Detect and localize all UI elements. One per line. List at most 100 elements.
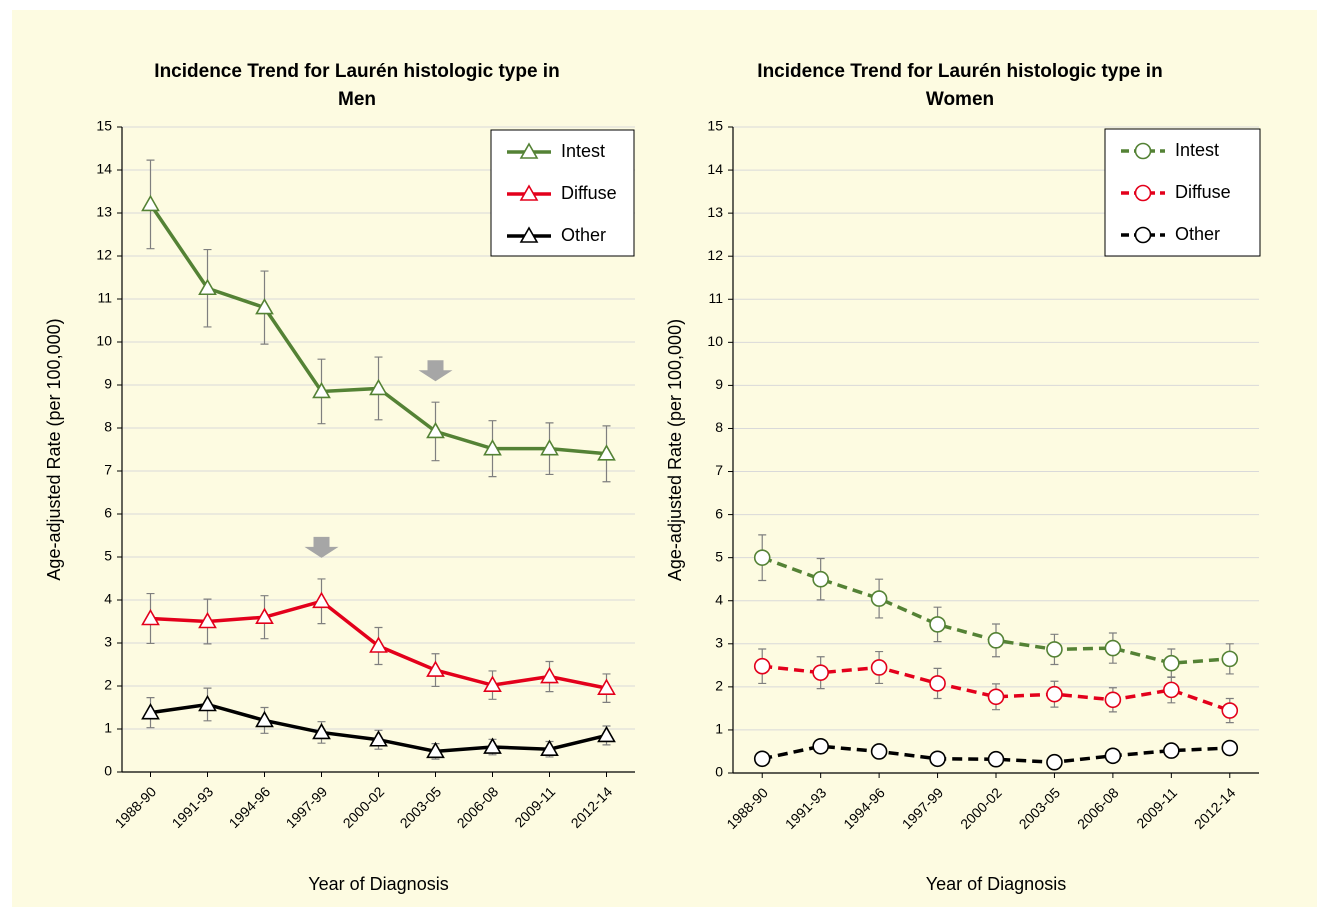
chart-title: Incidence Trend for Laurén histologic ty…	[154, 61, 559, 82]
chart-title: Women	[926, 89, 994, 110]
y-tick-label: 6	[104, 505, 112, 521]
y-tick-label: 13	[707, 204, 723, 220]
marker	[597, 725, 616, 743]
y-tick-label: 4	[715, 591, 723, 607]
x-axis-label: Year of Diagnosis	[308, 874, 448, 894]
marker	[987, 750, 1005, 768]
marker	[870, 743, 888, 760]
marker	[198, 611, 217, 629]
marker	[519, 142, 539, 159]
y-tick-label: 12	[96, 247, 112, 263]
y-tick-label: 10	[96, 333, 112, 349]
y-tick-label: 14	[96, 161, 112, 177]
marker	[1046, 641, 1063, 658]
y-tick-label: 10	[707, 333, 723, 349]
y-tick-label: 2	[104, 677, 112, 693]
arrow	[418, 360, 453, 382]
marker	[426, 741, 445, 759]
marker	[312, 381, 331, 399]
marker	[1046, 753, 1063, 771]
marker	[929, 750, 946, 768]
marker	[369, 730, 388, 747]
marker	[540, 739, 559, 757]
marker	[1221, 739, 1239, 757]
marker	[870, 659, 888, 676]
marker	[483, 439, 502, 456]
marker	[540, 439, 559, 456]
marker	[597, 444, 616, 461]
marker	[753, 750, 771, 768]
arrow	[304, 536, 339, 558]
marker	[312, 591, 331, 609]
marker	[812, 570, 829, 588]
marker	[1046, 685, 1063, 703]
y-tick-label: 7	[104, 462, 112, 478]
legend-label: Other	[561, 225, 606, 245]
marker	[812, 737, 829, 755]
y-tick-label: 8	[104, 419, 112, 435]
legend-label: Diffuse	[1175, 182, 1231, 202]
marker	[198, 694, 217, 712]
y-tick-label: 15	[96, 118, 112, 134]
marker	[426, 660, 445, 677]
marker	[597, 678, 616, 695]
y-tick-label: 12	[707, 247, 723, 263]
marker	[987, 688, 1005, 706]
marker	[1163, 742, 1180, 759]
marker	[255, 710, 274, 728]
marker	[540, 666, 559, 684]
marker	[929, 616, 946, 633]
marker	[753, 549, 771, 566]
y-tick-label: 11	[97, 290, 112, 306]
marker	[1163, 654, 1180, 672]
y-tick-label: 1	[104, 720, 112, 736]
marker	[255, 607, 274, 624]
marker	[1221, 650, 1239, 668]
y-tick-label: 15	[707, 118, 723, 134]
y-axis-label: Age-adjusted Rate (per 100,000)	[44, 318, 64, 580]
marker	[1134, 184, 1152, 202]
y-tick-label: 5	[104, 548, 112, 564]
y-tick-label: 9	[104, 376, 112, 392]
series-line	[761, 744, 1230, 764]
y-tick-label: 0	[104, 763, 112, 779]
x-axis-label: Year of Diagnosis	[926, 874, 1066, 894]
marker	[1163, 681, 1180, 699]
y-tick-label: 6	[715, 505, 723, 521]
y-tick-label: 14	[707, 161, 723, 177]
y-tick-label: 13	[96, 204, 112, 220]
legend-label: Intest	[1175, 140, 1219, 160]
marker	[483, 675, 502, 692]
y-tick-label: 1	[715, 721, 723, 737]
marker	[1104, 639, 1122, 657]
marker	[369, 378, 388, 396]
marker	[312, 722, 331, 740]
marker	[987, 632, 1005, 649]
legend-label: Intest	[561, 141, 605, 161]
marker	[1104, 691, 1122, 709]
marker	[753, 657, 771, 675]
marker	[198, 278, 217, 296]
marker	[812, 664, 829, 681]
marker	[1104, 747, 1122, 765]
marker	[369, 636, 388, 653]
y-tick-label: 3	[104, 634, 112, 650]
y-tick-label: 7	[715, 462, 723, 478]
marker	[483, 737, 502, 754]
marker	[1134, 226, 1152, 244]
marker	[1134, 142, 1152, 160]
y-tick-label: 5	[715, 548, 723, 564]
y-axis-label: Age-adjusted Rate (per 100,000)	[665, 319, 685, 581]
y-tick-label: 3	[715, 635, 723, 651]
y-tick-label: 2	[715, 678, 723, 694]
marker	[141, 608, 160, 626]
marker	[426, 421, 445, 439]
y-tick-label: 9	[715, 376, 723, 392]
legend-box	[1104, 128, 1261, 257]
marker	[870, 590, 888, 607]
marker	[519, 226, 539, 243]
chart-title: Incidence Trend for Laurén histologic ty…	[757, 61, 1162, 82]
marker	[929, 675, 946, 692]
marker	[141, 194, 160, 212]
